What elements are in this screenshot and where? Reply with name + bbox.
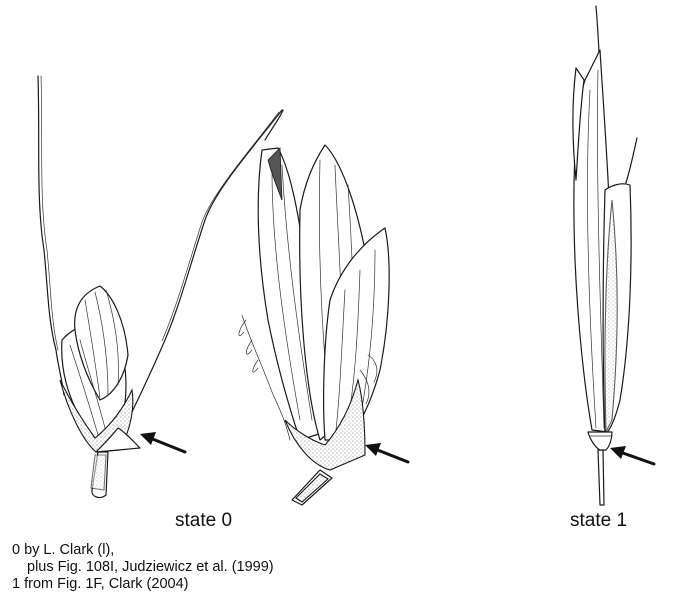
spikelet-b-drawing	[238, 109, 410, 506]
credit-line-2: plus Fig. 108I, Judziewicz et al. (1999)	[27, 559, 274, 575]
spikelet-c-drawing	[572, 5, 656, 506]
figure-credits: 0 by L. Clark (l), plus Fig. 108I, Judzi…	[12, 542, 274, 593]
state-1-label: state 1	[570, 510, 628, 531]
spikelet-a-drawing	[37, 75, 283, 499]
credit-line-1: 0 by L. Clark (l),	[12, 542, 115, 558]
credit-line-3: 1 from Fig. 1F, Clark (2004)	[12, 576, 189, 592]
state-0-label: state 0	[175, 510, 233, 531]
